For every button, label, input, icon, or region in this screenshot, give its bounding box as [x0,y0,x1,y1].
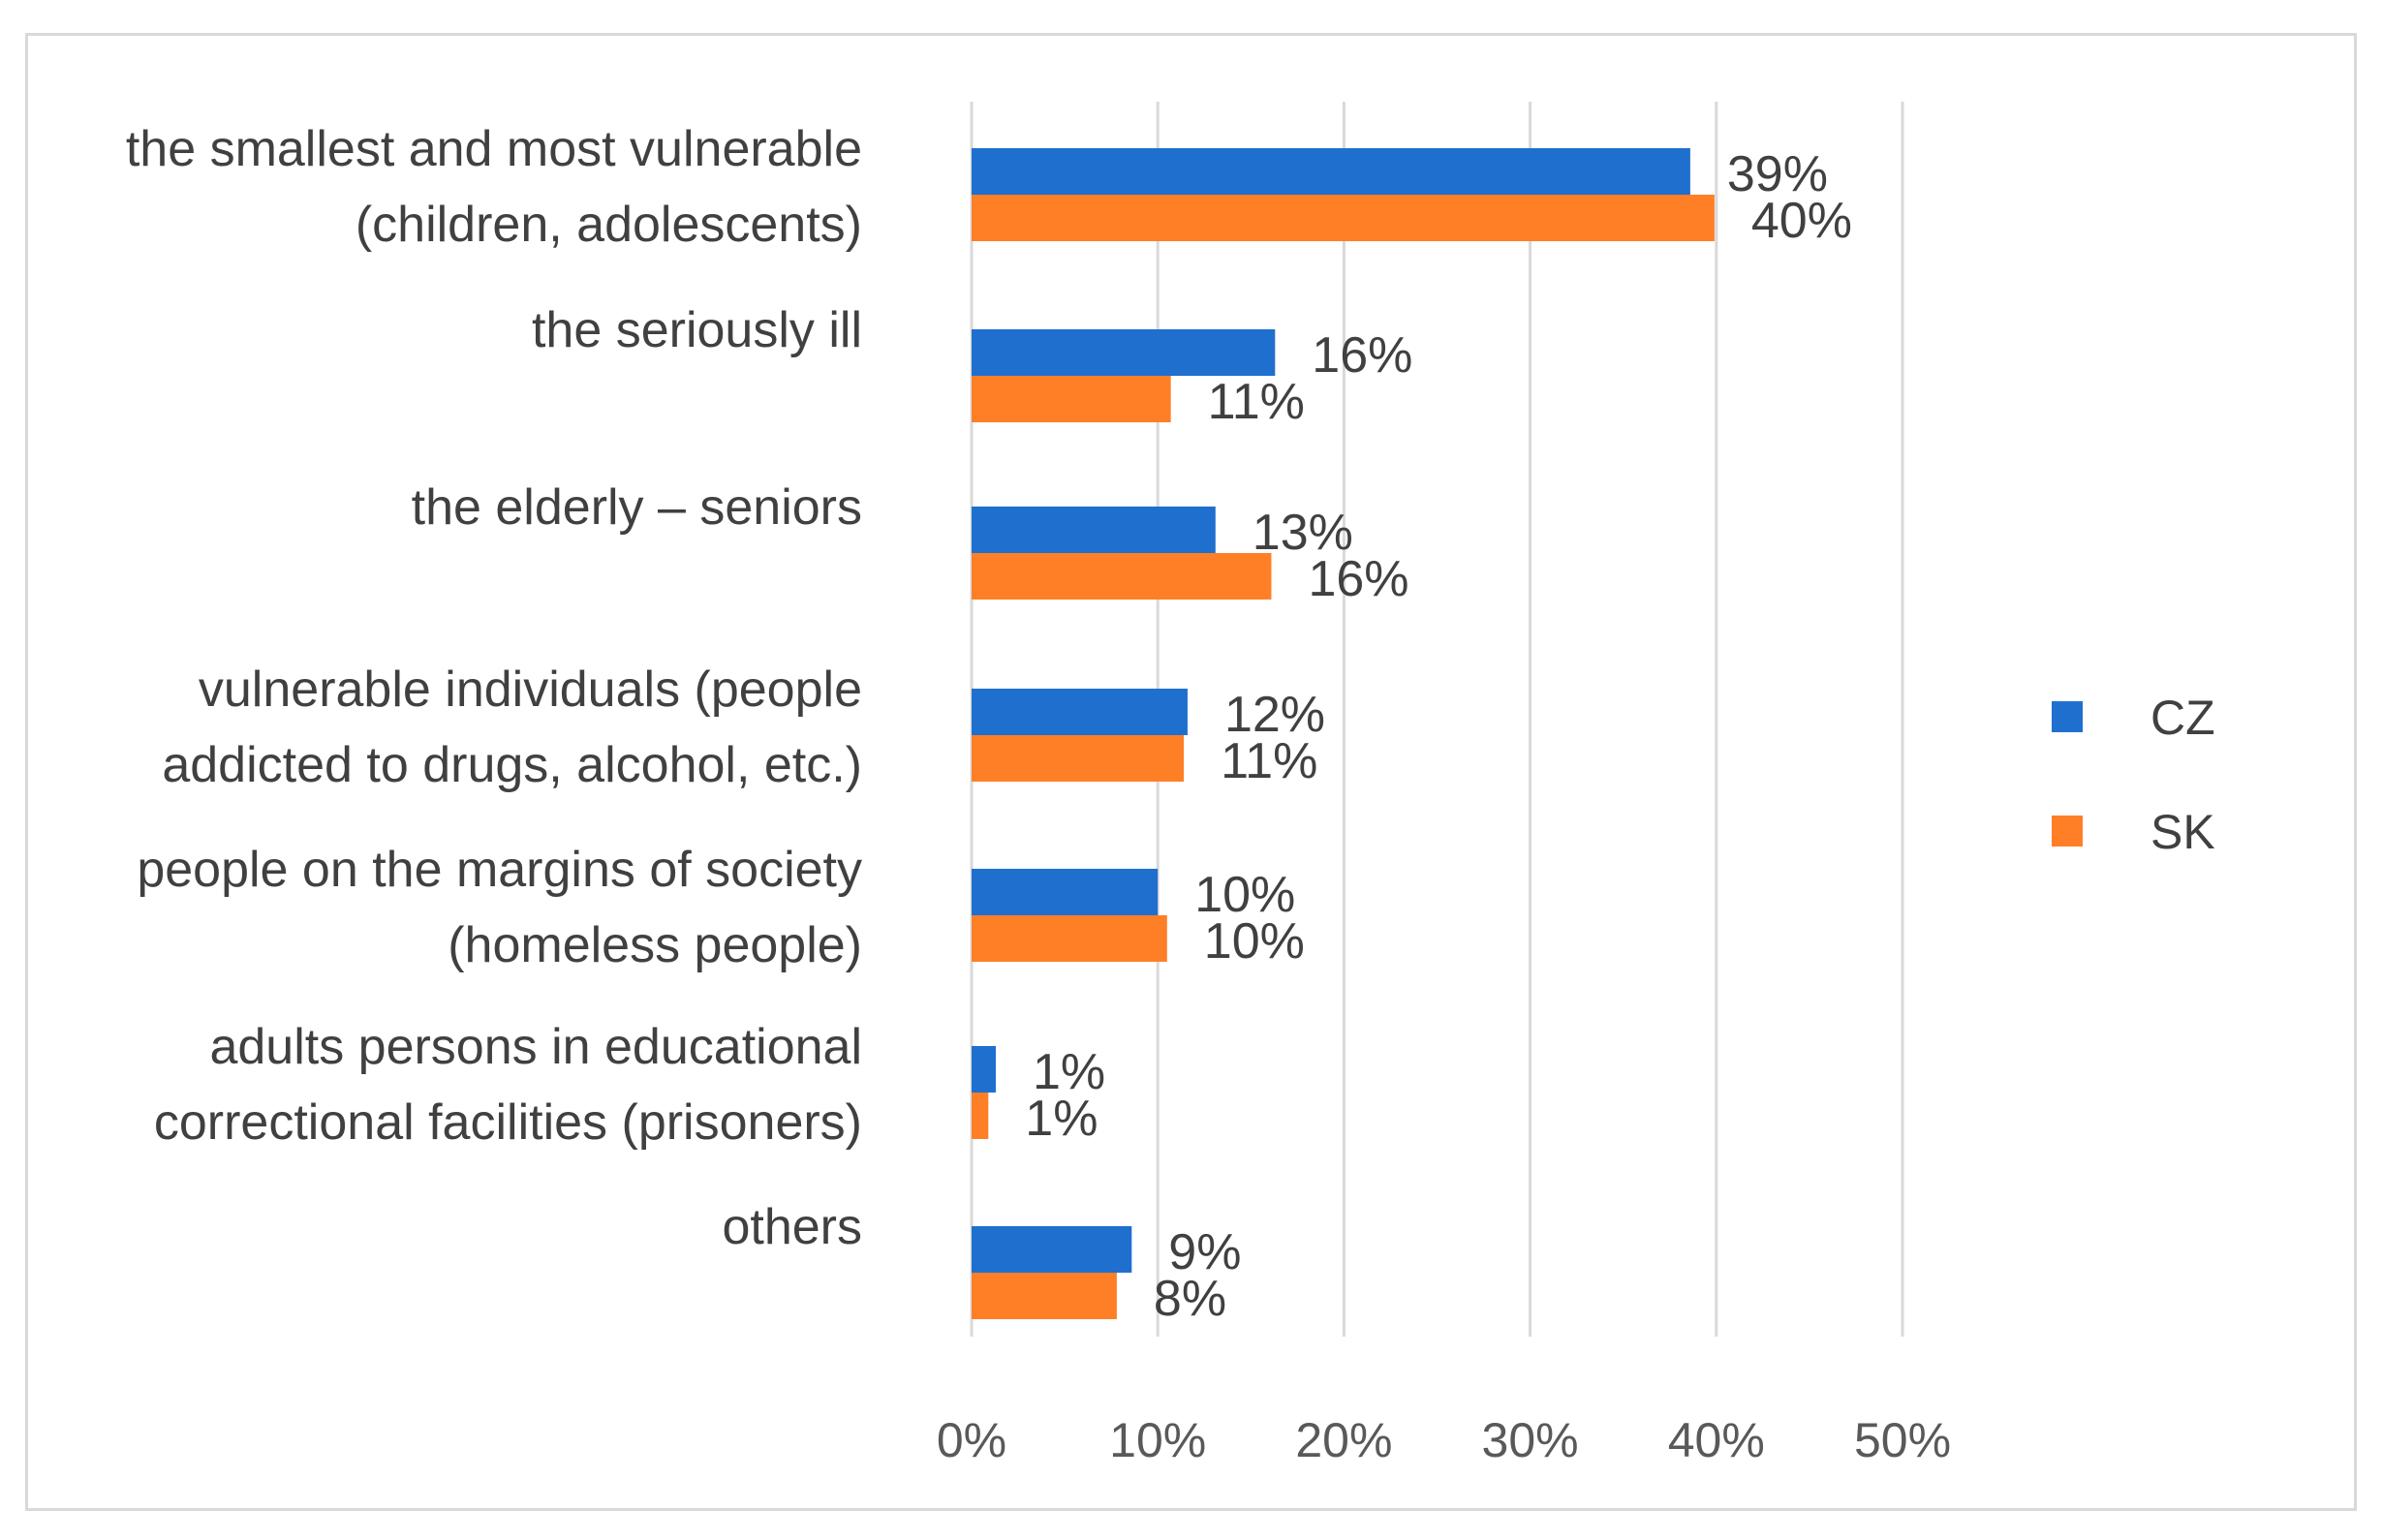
bar-sk [972,1093,989,1139]
x-tick-label: 30% [1482,1413,1579,1467]
bar-cz [972,689,1188,735]
data-label-cz: 12% [1224,687,1325,743]
bar-sk [972,915,1167,962]
category-label: the smallest and most vulnerable (childre… [126,121,862,253]
data-label-cz: 1% [1033,1044,1105,1100]
x-tick-label: 20% [1295,1413,1392,1467]
bar-cz [972,1046,996,1093]
x-tick-label: 50% [1854,1413,1951,1467]
x-tick-label: 0% [937,1413,1006,1467]
data-label-sk: 8% [1154,1271,1226,1327]
data-label-cz: 10% [1194,867,1295,923]
category-label: the seriously ill [532,302,862,358]
data-label-sk: 40% [1751,193,1852,249]
data-label-cz: 16% [1312,327,1412,384]
legend-label-sk: SK [2150,805,2215,859]
legend-label-cz: CZ [2150,691,2215,745]
bar-cz [972,1226,1132,1273]
bar-sk [972,1273,1117,1319]
bar-sk [972,376,1171,422]
category-label: people on the margins of society (homeles… [137,842,862,973]
bar-cz [972,148,1690,195]
legend-swatch-cz [2052,701,2083,732]
bar-cz [972,869,1159,915]
data-label-sk: 16% [1308,551,1408,607]
data-label-sk: 1% [1025,1091,1098,1147]
category-labels: the smallest and most vulnerable (childre… [126,121,862,1255]
x-axis-ticks: 0% 10% 20% 30% 40% 50% [937,1413,1951,1467]
category-label: adults persons in educational correctiona… [154,1019,862,1151]
chart-frame [25,33,2357,1511]
bar-sk [972,553,1272,600]
bar-sk [972,195,1715,241]
data-label-sk: 11% [1208,374,1305,430]
legend-swatch-sk [2052,816,2083,847]
category-label: others [722,1199,862,1255]
data-label-sk: 11% [1221,733,1317,789]
legend: CZ SK [2052,691,2215,859]
data-label-cz: 9% [1168,1224,1241,1280]
data-label-cz: 39% [1727,146,1828,202]
bar-cz [972,507,1216,553]
x-tick-label: 10% [1109,1413,1206,1467]
category-label: vulnerable individuals (people addicted t… [162,662,862,793]
bars [972,148,1715,1319]
bar-sk [972,735,1185,782]
x-tick-label: 40% [1668,1413,1765,1467]
category-label: the elderly – seniors [412,479,862,536]
data-labels: 39%40%16%11%13%16%12%11%10%10%1%1%9%8% [1025,146,1852,1327]
data-label-sk: 10% [1204,913,1305,970]
data-label-cz: 13% [1253,505,1353,561]
bar-cz [972,329,1276,376]
